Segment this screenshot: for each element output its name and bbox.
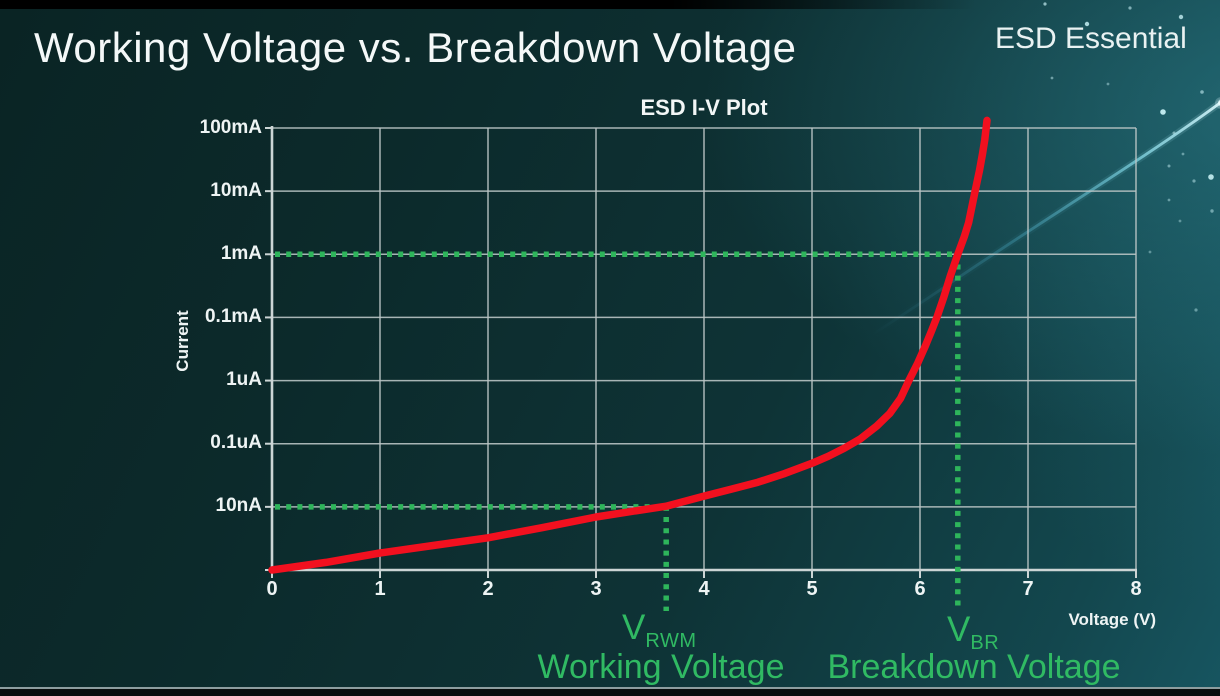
working-voltage-caption: Working Voltage [537, 648, 785, 686]
x-tick-label: 0 [266, 578, 278, 600]
brand-text: ESD Essential [995, 22, 1187, 55]
x-tick-label: 3 [590, 578, 602, 600]
x-tick-label: 4 [698, 578, 710, 600]
y-tick-label: 1uA [226, 369, 262, 390]
iv-curve [268, 116, 991, 574]
chart-title: ESD I-V Plot [640, 95, 768, 120]
bottom-edge-bar [0, 687, 1220, 696]
top-edge-bar [0, 0, 1220, 9]
particle-dots [1043, 2, 1214, 312]
x-tick-label: 6 [914, 578, 926, 600]
x-axis-title: Voltage (V) [1068, 610, 1156, 629]
y-tick-label: 1mA [220, 243, 262, 264]
x-tick-label: 1 [374, 578, 386, 600]
y-tick-label: 10mA [210, 180, 262, 201]
x-tick-label: 5 [806, 578, 818, 600]
breakdown-voltage-caption: Breakdown Voltage [827, 648, 1121, 686]
x-tick-label: 7 [1022, 578, 1034, 600]
y-tick-label: 0.1mA [204, 306, 262, 327]
y-tick-label: 100mA [199, 117, 262, 138]
y-tick-label: 0.1uA [210, 432, 262, 453]
vbr-label: VBR [947, 610, 1000, 654]
x-tick-label: 2 [482, 578, 494, 600]
voltage-marker-dotted-lines [275, 251, 961, 611]
slide-title: Working Voltage vs. Breakdown Voltage [34, 24, 797, 71]
y-tick-label: 10nA [215, 495, 262, 516]
vrwm-label: VRWM [622, 608, 697, 652]
axis-ticks [265, 127, 1137, 579]
x-tick-label: 8 [1130, 578, 1142, 600]
